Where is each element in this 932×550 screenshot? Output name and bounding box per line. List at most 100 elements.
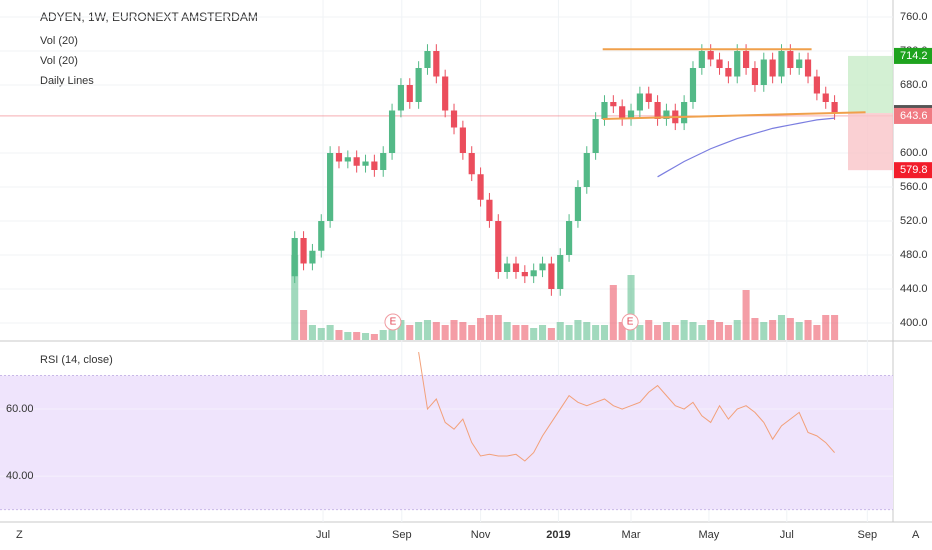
candle-body: [344, 157, 351, 162]
candle-body: [353, 157, 360, 166]
indicator: Vol (20): [40, 35, 78, 47]
volume-bar: [662, 322, 670, 340]
candle-body: [804, 59, 812, 77]
footer-right[interactable]: A: [912, 529, 920, 541]
volume-bar: [361, 333, 370, 340]
volume-bar: [326, 325, 334, 340]
volume-bar: [769, 320, 777, 340]
y-tick-label: 560.0: [900, 181, 928, 193]
volume-bar: [804, 320, 812, 340]
indicator: Vol (20): [40, 55, 78, 67]
volume-bar: [760, 322, 768, 340]
candle-body: [619, 106, 626, 119]
volume-bar: [441, 325, 449, 340]
volume-bar: [397, 320, 405, 340]
candle-body: [380, 153, 387, 170]
volume-bar: [592, 325, 600, 340]
candle-body: [778, 51, 785, 77]
price-label-bg: [894, 162, 932, 179]
y-tick-label: 400.0: [900, 317, 928, 329]
rsi-title: RSI (14, close): [40, 354, 113, 366]
candle-body: [424, 51, 431, 68]
trend-line: [602, 111, 866, 120]
x-tick-label: Sep: [858, 529, 878, 541]
candle-body: [415, 68, 422, 102]
candle-body: [654, 102, 661, 119]
volume-bar: [538, 325, 547, 340]
candle-body: [397, 85, 405, 111]
volume-bar: [512, 325, 520, 340]
volume-bar: [530, 328, 538, 340]
candle-body: [796, 59, 803, 68]
rsi-band: [0, 375, 893, 510]
candle-body: [486, 199, 493, 221]
volume-bar: [556, 322, 564, 340]
volume-bar: [485, 315, 493, 340]
volume-bar: [680, 320, 688, 340]
volume-bar: [609, 285, 617, 340]
volume-bar: [494, 315, 502, 340]
volume-bar: [786, 318, 794, 340]
candle-body: [822, 93, 829, 102]
candle-body: [760, 59, 767, 85]
candle-body: [521, 272, 528, 277]
price-label: 643.6: [900, 110, 928, 122]
rsi-line: [418, 351, 835, 462]
volume-bar: [813, 325, 821, 340]
candle-body: [601, 102, 608, 119]
volume-bar: [317, 328, 325, 340]
y-tick-label: 760.0: [900, 11, 928, 23]
volume-bar: [724, 325, 732, 340]
price-label-bg: [894, 107, 932, 124]
volume-bar: [353, 332, 361, 340]
candle-body: [477, 174, 484, 200]
earnings-label: E: [390, 317, 397, 328]
candle-body: [495, 221, 502, 272]
volume-bar: [795, 322, 803, 340]
volume-bar: [432, 322, 440, 340]
volume-bar: [344, 332, 352, 340]
volume-bar: [600, 325, 609, 340]
candle-body: [769, 59, 776, 77]
volume-bar: [574, 320, 582, 340]
candle-body: [592, 119, 599, 153]
volume-bar: [751, 318, 759, 340]
candle-body: [787, 51, 794, 68]
volume-bar: [477, 318, 485, 340]
candle-body: [468, 153, 475, 175]
candle-body: [751, 68, 759, 85]
volume-bar: [547, 328, 555, 340]
candle-body: [309, 250, 316, 264]
footer-left[interactable]: Z: [16, 529, 23, 541]
candle-body: [716, 59, 723, 68]
volume-bar: [468, 325, 476, 340]
x-tick-label: Mar: [622, 529, 641, 541]
x-tick-label: 2019: [546, 529, 570, 541]
volume-bar: [423, 320, 432, 340]
candle-body: [610, 102, 617, 107]
indicator: Daily Lines: [40, 75, 94, 87]
candle-body: [371, 161, 378, 170]
volume-bar: [459, 322, 467, 340]
volume-bar: [618, 322, 626, 340]
candle-body: [645, 93, 652, 102]
volume-bar: [406, 325, 414, 340]
candle-body: [388, 110, 396, 153]
candle-body: [725, 68, 732, 77]
y-tick-label: 680.0: [900, 79, 928, 91]
y-tick-label: 440.0: [900, 283, 928, 295]
volume-bar: [715, 322, 724, 340]
volume-bar: [636, 325, 644, 340]
candle-body: [504, 263, 511, 272]
volume-bar: [742, 290, 750, 340]
candle-body: [831, 102, 838, 114]
volume-bar: [335, 330, 343, 340]
candle-body: [300, 238, 307, 264]
x-tick-label: Sep: [392, 529, 412, 541]
volume-bar: [654, 325, 662, 340]
y-tick-label: 600.0: [900, 147, 928, 159]
candle-body: [450, 110, 458, 128]
volume-bar: [671, 325, 679, 340]
candle-body: [291, 238, 298, 277]
